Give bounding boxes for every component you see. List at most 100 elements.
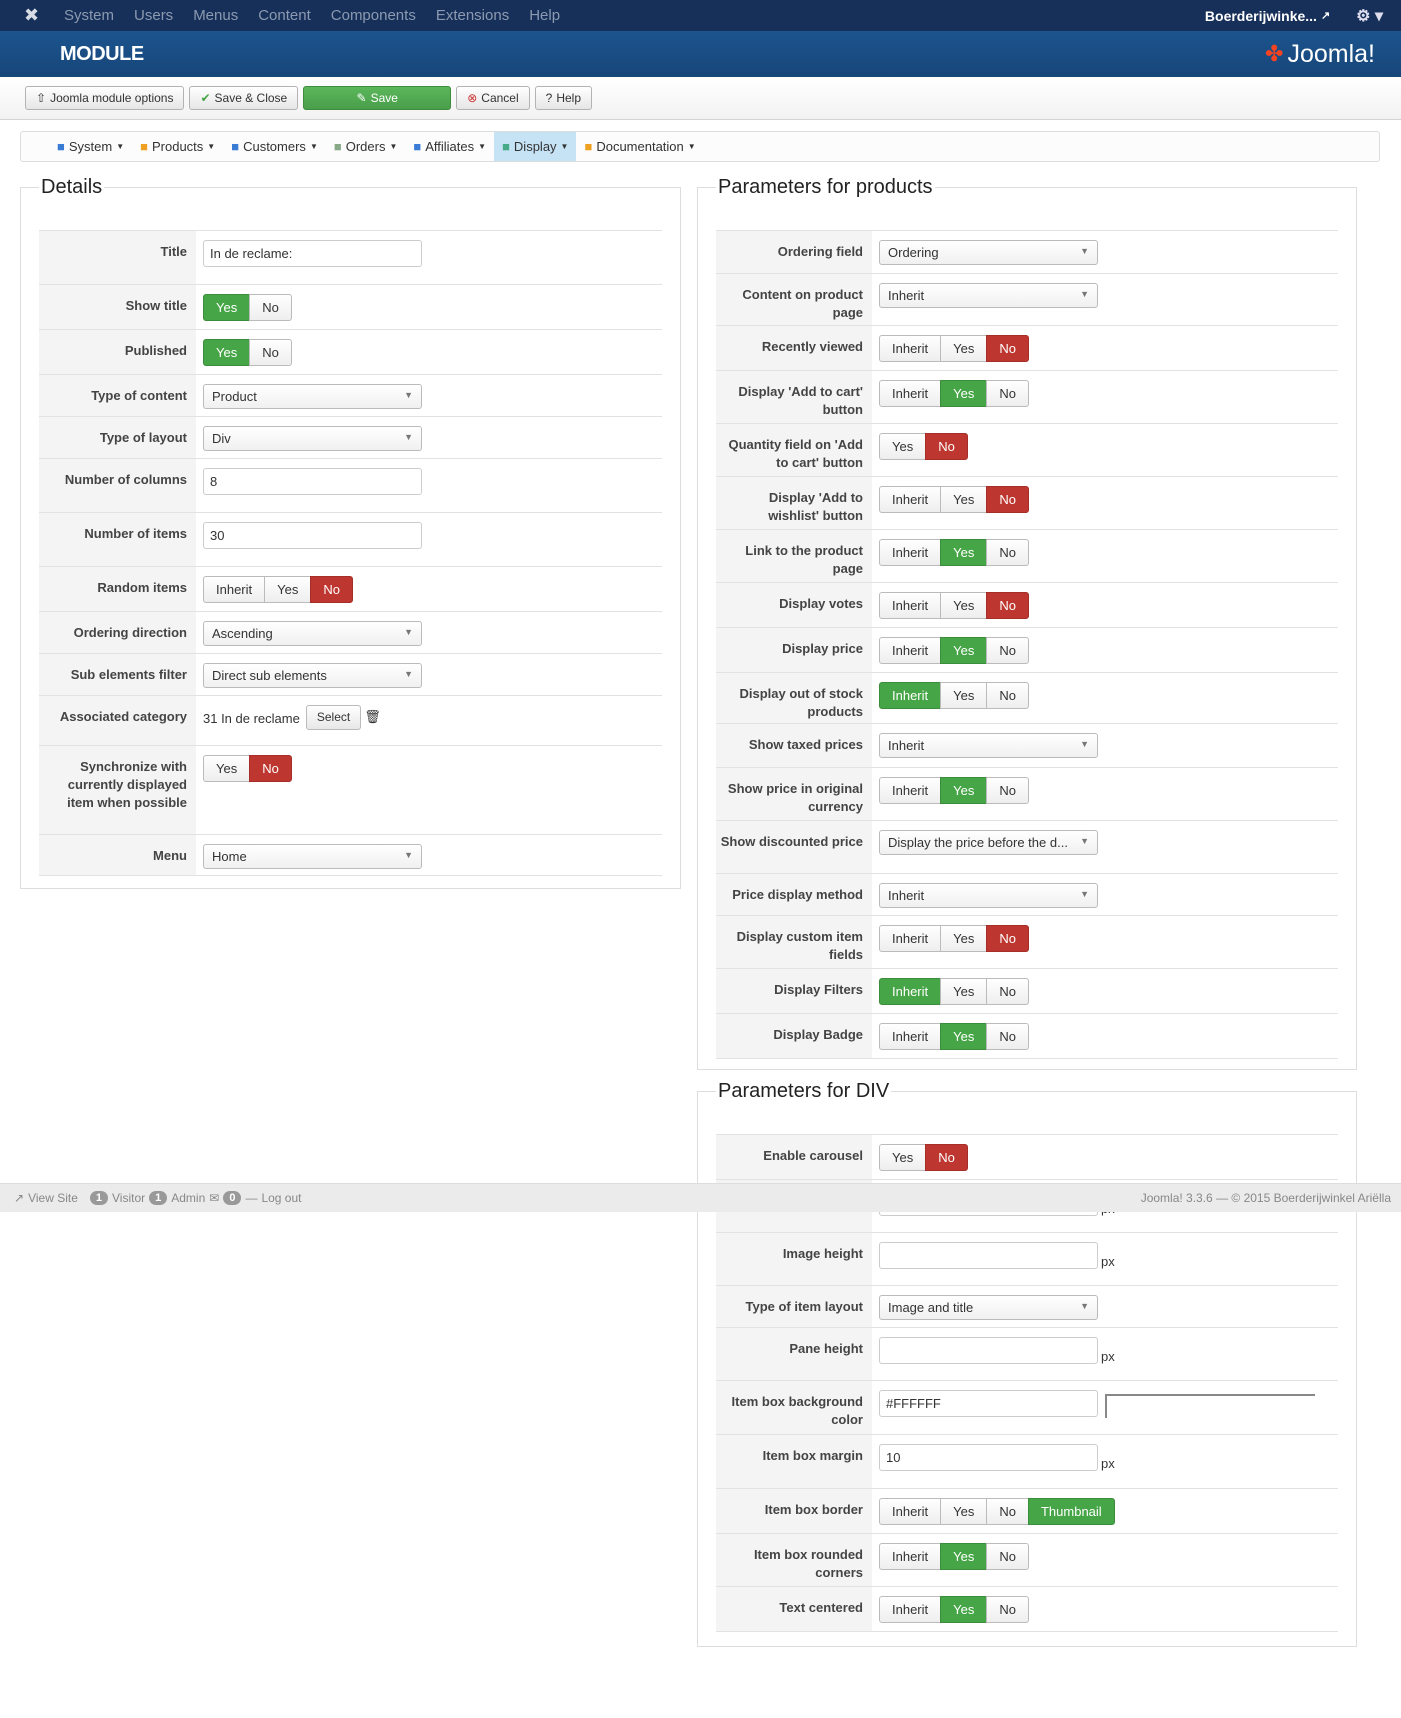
option-yes[interactable]: Yes xyxy=(940,1023,988,1050)
submenu-orders[interactable]: ■ Orders ▼ xyxy=(326,132,406,161)
image-height-input[interactable] xyxy=(879,1242,1098,1269)
save-button[interactable]: ✎ Save xyxy=(303,86,452,110)
option-inherit[interactable]: Inherit xyxy=(879,637,942,664)
option-no[interactable]: No xyxy=(249,339,292,366)
menu-help[interactable]: Help xyxy=(529,7,561,24)
option-inherit[interactable]: Inherit xyxy=(879,486,942,513)
option-yes[interactable]: Yes xyxy=(879,1144,927,1171)
menu-content[interactable]: Content xyxy=(258,7,311,24)
option-yes[interactable]: Yes xyxy=(940,682,988,709)
option-inherit[interactable]: Inherit xyxy=(879,978,942,1005)
option-yes[interactable]: Yes xyxy=(940,1596,988,1623)
option-yes[interactable]: Yes xyxy=(940,380,988,407)
show-discounted-price-select[interactable]: Display the price before the d... ▼ xyxy=(879,830,1098,855)
option-yes[interactable]: Yes xyxy=(940,1498,988,1525)
joomla-logo-icon[interactable]: ✖ xyxy=(24,5,40,25)
select-category-button[interactable]: Select xyxy=(305,705,362,730)
option-inherit[interactable]: Inherit xyxy=(879,925,942,952)
option-no[interactable]: No xyxy=(986,1498,1029,1525)
number-of-columns-input[interactable]: 8 xyxy=(203,468,422,495)
help-button[interactable]: ? Help xyxy=(534,86,593,110)
submenu-customers[interactable]: ■ Customers ▼ xyxy=(223,132,326,161)
option-yes[interactable]: Yes xyxy=(940,486,988,513)
option-no[interactable]: No xyxy=(986,335,1029,362)
option-inherit[interactable]: Inherit xyxy=(879,1543,942,1570)
option-yes[interactable]: Yes xyxy=(940,539,988,566)
menu-extensions[interactable]: Extensions xyxy=(435,7,510,24)
price-display-method-select[interactable]: Inherit ▼ xyxy=(879,883,1098,908)
option-inherit[interactable]: Inherit xyxy=(879,380,942,407)
option-no[interactable]: No xyxy=(986,925,1029,952)
option-no[interactable]: No xyxy=(249,294,292,321)
option-no[interactable]: No xyxy=(925,1144,968,1171)
submenu-system[interactable]: ■ System ▼ xyxy=(49,132,132,161)
option-inherit[interactable]: Inherit xyxy=(879,1023,942,1050)
submenu-affiliates[interactable]: ■ Affiliates ▼ xyxy=(405,132,494,161)
view-site-link[interactable]: View Site xyxy=(28,1191,78,1205)
sub-elements-filter-select[interactable]: Direct sub elements ▼ xyxy=(203,663,422,688)
option-no[interactable]: No xyxy=(986,539,1029,566)
option-no[interactable]: No xyxy=(249,755,292,782)
menu-select[interactable]: Home ▼ xyxy=(203,844,422,869)
option-inherit[interactable]: Inherit xyxy=(879,1596,942,1623)
option-yes[interactable]: Yes xyxy=(203,294,251,321)
option-no[interactable]: No xyxy=(986,486,1029,513)
ordering-field-select[interactable]: Ordering ▼ xyxy=(879,240,1098,265)
submenu-products[interactable]: ■ Products ▼ xyxy=(132,132,223,161)
menu-system[interactable]: System xyxy=(64,7,115,24)
option-inherit[interactable]: Inherit xyxy=(879,682,942,709)
option-no[interactable]: No xyxy=(986,592,1029,619)
show-taxed-prices-select[interactable]: Inherit ▼ xyxy=(879,733,1098,758)
option-yes[interactable]: Yes xyxy=(203,755,251,782)
option-yes[interactable]: Yes xyxy=(203,339,251,366)
option-no[interactable]: No xyxy=(986,682,1029,709)
save-close-button[interactable]: ✔ Save & Close xyxy=(189,86,299,110)
option-inherit[interactable]: Inherit xyxy=(879,335,942,362)
option-no[interactable]: No xyxy=(986,1543,1029,1570)
option-no[interactable]: No xyxy=(986,380,1029,407)
option-yes[interactable]: Yes xyxy=(940,335,988,362)
menu-users[interactable]: Users xyxy=(134,7,174,24)
option-no[interactable]: No xyxy=(986,777,1029,804)
option-inherit[interactable]: Inherit xyxy=(879,777,942,804)
color-swatch[interactable] xyxy=(1105,1394,1315,1418)
option-yes[interactable]: Yes xyxy=(940,1543,988,1570)
number-of-items-input[interactable]: 30 xyxy=(203,522,422,549)
type-of-content-select[interactable]: Product ▼ xyxy=(203,384,422,409)
option-no[interactable]: No xyxy=(925,433,968,460)
menu-menus[interactable]: Menus xyxy=(193,7,239,24)
option-yes[interactable]: Yes xyxy=(264,576,312,603)
message-count[interactable]: 0 xyxy=(223,1191,242,1205)
trash-icon[interactable]: 🗑 xyxy=(364,709,381,724)
option-no[interactable]: No xyxy=(310,576,353,603)
submenu-documentation[interactable]: ■ Documentation ▼ xyxy=(576,132,703,161)
option-no[interactable]: No xyxy=(986,1596,1029,1623)
menu-components[interactable]: Components xyxy=(330,7,416,24)
item-box-background-color-input[interactable]: #FFFFFF xyxy=(879,1390,1098,1417)
ordering-direction-select[interactable]: Ascending ▼ xyxy=(203,621,422,646)
type-of-layout-select[interactable]: Div ▼ xyxy=(203,426,422,451)
content-on-product-page-select[interactable]: Inherit ▼ xyxy=(879,283,1098,308)
option-yes[interactable]: Yes xyxy=(940,592,988,619)
option-no[interactable]: No xyxy=(986,637,1029,664)
option-inherit[interactable]: Inherit xyxy=(879,539,942,566)
type-of-item-layout-select[interactable]: Image and title ▼ xyxy=(879,1295,1098,1320)
item-box-margin-input[interactable]: 10 xyxy=(879,1444,1098,1471)
title-input[interactable]: In de reclame: xyxy=(203,240,422,267)
pane-height-input[interactable] xyxy=(879,1337,1098,1364)
option-inherit[interactable]: Inherit xyxy=(879,592,942,619)
module-options-button[interactable]: ⇧ Joomla module options xyxy=(25,86,185,110)
cancel-button[interactable]: ⊗ Cancel xyxy=(456,86,530,110)
option-yes[interactable]: Yes xyxy=(940,978,988,1005)
option-no[interactable]: No xyxy=(986,978,1029,1005)
submenu-display[interactable]: ■ Display ▼ xyxy=(494,132,577,161)
option-inherit[interactable]: Inherit xyxy=(879,1498,942,1525)
gear-icon[interactable]: ⚙ ▾ xyxy=(1356,7,1383,25)
option-yes[interactable]: Yes xyxy=(940,777,988,804)
option-thumbnail[interactable]: Thumbnail xyxy=(1027,1498,1115,1525)
option-yes[interactable]: Yes xyxy=(940,637,988,664)
site-link[interactable]: Boerderijwinke... xyxy=(1204,7,1317,24)
option-no[interactable]: No xyxy=(986,1023,1029,1050)
logout-link[interactable]: Log out xyxy=(261,1191,302,1205)
option-yes[interactable]: Yes xyxy=(879,433,927,460)
